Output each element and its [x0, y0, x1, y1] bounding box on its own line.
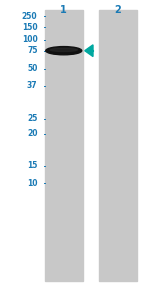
- FancyArrow shape: [85, 45, 93, 57]
- Text: 10: 10: [27, 179, 38, 188]
- Text: 20: 20: [27, 130, 38, 138]
- Ellipse shape: [50, 48, 77, 52]
- Text: 15: 15: [27, 161, 38, 170]
- Text: 100: 100: [22, 35, 38, 44]
- Text: 1: 1: [60, 5, 67, 15]
- Text: 250: 250: [22, 12, 38, 21]
- Text: 37: 37: [27, 81, 38, 90]
- Bar: [99, 10, 136, 281]
- Text: 150: 150: [22, 23, 38, 32]
- Text: 75: 75: [27, 46, 38, 55]
- Text: 2: 2: [114, 5, 121, 15]
- Text: 25: 25: [27, 114, 38, 123]
- Bar: [45, 10, 82, 281]
- Ellipse shape: [46, 47, 82, 55]
- Text: 50: 50: [27, 64, 38, 73]
